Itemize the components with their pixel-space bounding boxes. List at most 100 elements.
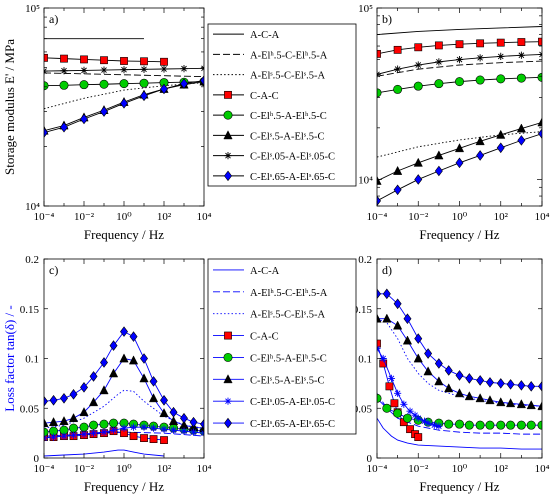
data-point (80, 430, 88, 438)
y-tick-label: 0.15 (20, 304, 40, 316)
data-point (180, 427, 188, 435)
data-point (69, 423, 79, 433)
legend-entry-label: C-Elˢ.65-A-Elˢ.65-C (250, 419, 335, 430)
data-point (496, 129, 506, 139)
data-point (44, 395, 48, 407)
data-point (435, 58, 443, 66)
data-point (59, 416, 69, 426)
data-point (49, 433, 58, 441)
data-point (402, 335, 413, 345)
y-tick-label: 0 (34, 453, 40, 465)
data-point (140, 434, 148, 442)
x-tick-label: 10⁻² (408, 211, 429, 223)
x-axis-label: Frequency / Hz (419, 227, 499, 242)
data-point (60, 121, 68, 133)
data-point (476, 150, 485, 161)
data-point (430, 421, 438, 429)
legend-entry-label: A-Elʰ.5-C-Elʰ.5-A (250, 50, 328, 61)
data-point (100, 106, 108, 117)
data-point (485, 420, 495, 430)
data-point (444, 383, 454, 393)
legend-entry-label: A-Elʰ.5-C-Elʰ.5-A (250, 288, 328, 299)
legend-entry-label: C-Elʰ.5-A-Elʰ.5-C (250, 353, 327, 364)
data-point (393, 298, 402, 310)
data-point (476, 39, 485, 48)
data-point (414, 414, 422, 422)
legend-marker (224, 331, 232, 340)
legend-marker (224, 397, 232, 405)
y-tick-label: 10⁴ (25, 201, 40, 213)
data-point (80, 382, 88, 393)
x-tick-label: 10⁴ (535, 463, 550, 475)
data-point (496, 142, 505, 154)
data-point (475, 420, 485, 430)
y-axis-label: Storage modulus E' / MPa (2, 39, 17, 175)
data-point (414, 61, 422, 69)
data-point (414, 43, 423, 52)
legend-1: A-C-A A-Elʰ.5-C-Elʰ.5-A A-Elˢ.5-C-Elˢ.5-A C… (207, 23, 357, 187)
legend-marker (223, 130, 233, 140)
legend-box (207, 23, 357, 187)
data-point (99, 79, 109, 89)
legend-entry-label: C-A-C (250, 91, 279, 102)
panel-label: d) (382, 263, 392, 277)
data-point (180, 65, 188, 73)
legend-marker (223, 352, 233, 362)
data-point (434, 150, 444, 160)
data-point (406, 407, 414, 415)
data-point (129, 331, 138, 342)
data-point (189, 428, 198, 436)
x-tick-label: 10⁻⁴ (34, 463, 55, 475)
data-point (454, 388, 465, 398)
data-point (377, 393, 382, 403)
data-point (455, 56, 464, 64)
series-line-8 (44, 331, 204, 425)
legend-entry-label: A-Elˢ.5-C-Elˢ.5-A (250, 71, 325, 82)
data-point (455, 40, 464, 49)
x-tick-label: 10⁴ (535, 211, 550, 223)
data-point (434, 79, 444, 89)
data-point (413, 157, 423, 167)
data-point (79, 80, 89, 90)
data-point (89, 420, 99, 430)
x-tick-label: 10² (494, 211, 509, 223)
data-point (129, 423, 138, 431)
series-line-1 (377, 417, 542, 450)
series-line-2 (44, 72, 204, 78)
data-point (60, 393, 68, 404)
legend-entry-label: C-Elˢ.5-A-Elˢ.5-C (250, 375, 324, 386)
data-point (109, 418, 119, 428)
x-axis-label: Frequency / Hz (84, 479, 164, 494)
series-group (44, 38, 204, 138)
data-point (434, 41, 443, 50)
y-tick-label: 0.1 (25, 354, 39, 366)
x-tick-label: 10⁻² (74, 463, 95, 475)
data-point (377, 339, 381, 348)
data-point (49, 394, 58, 406)
legend-entry-label: A-Elˢ.5-C-Elˢ.5-A (250, 310, 325, 321)
legend-entry-label: A-C-A (250, 30, 280, 41)
x-tick-label: 10⁰ (452, 463, 468, 475)
series-line-2 (377, 393, 542, 435)
data-point (496, 378, 505, 389)
data-point (148, 393, 159, 403)
panel-label: c) (49, 263, 58, 277)
data-point (444, 419, 454, 429)
data-point (400, 400, 408, 408)
data-point (44, 81, 49, 91)
data-point (108, 368, 119, 378)
data-point (140, 423, 148, 431)
data-point (413, 81, 423, 91)
data-point (497, 52, 505, 61)
data-point (538, 128, 542, 139)
data-point (200, 418, 204, 430)
data-point (69, 431, 78, 439)
data-point (394, 389, 402, 397)
data-point (517, 380, 526, 391)
data-point (420, 417, 429, 425)
legend-marker (224, 152, 232, 160)
data-point (160, 425, 168, 433)
data-point (99, 385, 109, 395)
data-point (455, 370, 464, 381)
